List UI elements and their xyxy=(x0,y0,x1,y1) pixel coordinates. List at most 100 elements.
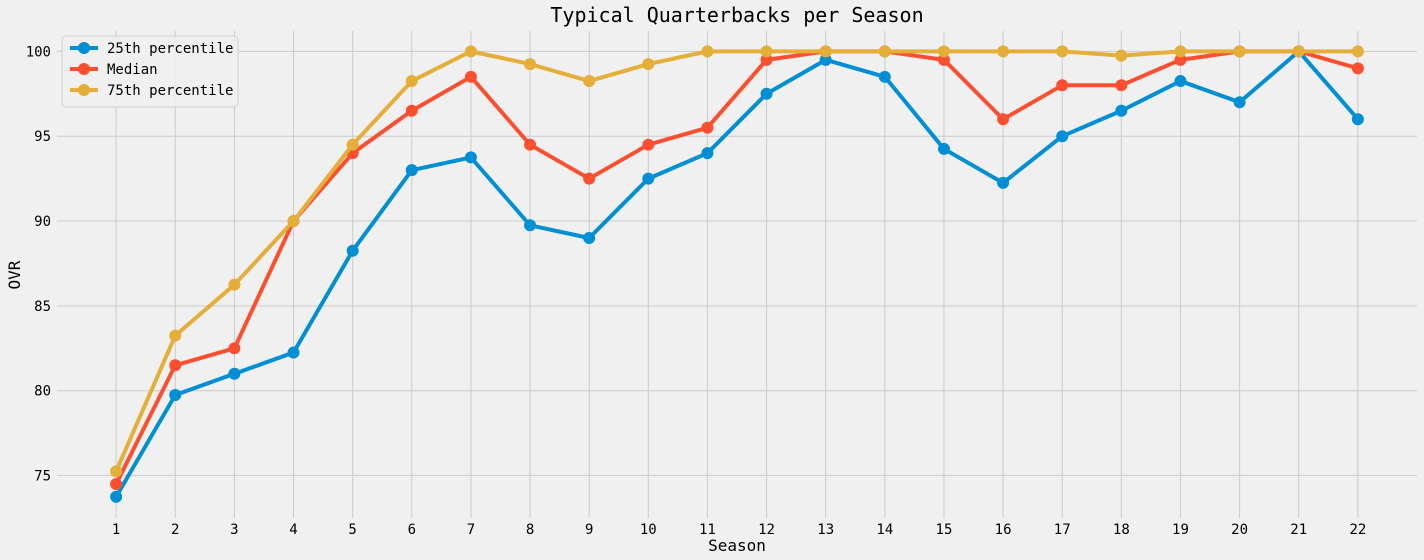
data-point-75th-percentile xyxy=(346,138,359,151)
data-point-75th-percentile xyxy=(937,45,950,58)
legend-marker xyxy=(78,84,90,96)
series-25th-percentile xyxy=(110,45,1364,503)
x-tick-label: 17 xyxy=(1054,522,1071,538)
data-point-25th-percentile xyxy=(997,176,1010,189)
series-75th-percentile xyxy=(110,45,1364,478)
data-point-25th-percentile xyxy=(287,346,300,359)
series-line-75th-percentile xyxy=(114,49,1360,474)
data-point-25th-percentile xyxy=(1115,104,1128,117)
data-point-75th-percentile xyxy=(464,45,477,58)
x-tick-label: 12 xyxy=(758,522,775,538)
data-point-median xyxy=(642,138,655,151)
data-point-25th-percentile xyxy=(110,490,123,503)
plot-background xyxy=(57,31,1417,518)
data-point-25th-percentile xyxy=(937,142,950,155)
data-point-median xyxy=(760,53,773,66)
data-point-75th-percentile xyxy=(760,45,773,58)
series-line-25th-percentile xyxy=(114,49,1360,499)
data-point-25th-percentile xyxy=(819,53,832,66)
data-point-25th-percentile xyxy=(1351,113,1364,126)
data-point-75th-percentile xyxy=(110,465,123,478)
data-point-median xyxy=(1351,62,1364,75)
x-tick-label: 19 xyxy=(1172,522,1189,538)
data-point-median xyxy=(169,359,182,372)
x-tick-label: 14 xyxy=(876,522,893,538)
data-point-25th-percentile xyxy=(583,232,596,245)
data-point-median xyxy=(997,113,1010,126)
data-point-75th-percentile xyxy=(701,45,714,58)
x-tick-label: 22 xyxy=(1349,522,1366,538)
legend-box xyxy=(61,35,239,108)
data-point-25th-percentile xyxy=(760,87,773,100)
data-point-median xyxy=(405,104,418,117)
data-point-25th-percentile xyxy=(169,388,182,401)
data-point-median xyxy=(937,53,950,66)
data-point-25th-percentile xyxy=(464,151,477,164)
data-point-25th-percentile xyxy=(228,367,241,380)
data-point-75th-percentile xyxy=(878,45,891,58)
x-tick-label: 4 xyxy=(289,522,297,538)
x-tick-label: 18 xyxy=(1113,522,1130,538)
legend-marker xyxy=(78,42,90,54)
data-point-75th-percentile xyxy=(642,58,655,71)
data-point-25th-percentile xyxy=(346,244,359,257)
legend-label: Median xyxy=(107,62,158,78)
data-point-75th-percentile xyxy=(228,278,241,291)
data-point-median xyxy=(464,70,477,83)
data-point-25th-percentile xyxy=(701,147,714,160)
data-point-25th-percentile xyxy=(405,164,418,177)
data-point-median xyxy=(110,478,123,491)
x-tick-label: 20 xyxy=(1231,522,1248,538)
data-point-75th-percentile xyxy=(524,58,537,71)
data-point-75th-percentile xyxy=(1056,45,1069,58)
x-tick-label: 10 xyxy=(640,522,657,538)
x-tick-label: 11 xyxy=(699,522,716,538)
y-tick-label: 85 xyxy=(34,299,51,315)
data-point-median xyxy=(1056,79,1069,92)
data-point-75th-percentile xyxy=(997,45,1010,58)
chart-title: Typical Quarterbacks per Season xyxy=(550,3,923,27)
data-point-75th-percentile xyxy=(169,329,182,342)
y-tick-label: 95 xyxy=(34,129,51,145)
x-tick-label: 6 xyxy=(408,522,416,538)
y-tick-label: 75 xyxy=(34,469,51,485)
tick-labels: 1 2 3 4 5 6 7 8 9 10 11 12 13 14 15 16 17 18 19 20 21 2275808… xyxy=(26,44,1367,538)
data-point-75th-percentile xyxy=(1292,45,1305,58)
data-point-75th-percentile xyxy=(1233,45,1246,58)
y-tick-label: 100 xyxy=(26,44,51,60)
data-point-median xyxy=(583,172,596,185)
data-point-median xyxy=(524,138,537,151)
data-point-75th-percentile xyxy=(583,75,596,88)
x-tick-label: 1 xyxy=(112,522,120,538)
x-tick-label: 9 xyxy=(585,522,593,538)
x-tick-label: 3 xyxy=(230,522,238,538)
x-tick-label: 16 xyxy=(995,522,1012,538)
x-tick-label: 2 xyxy=(171,522,179,538)
data-point-25th-percentile xyxy=(1233,96,1246,109)
data-point-25th-percentile xyxy=(1056,130,1069,143)
x-tick-label: 15 xyxy=(936,522,953,538)
data-point-75th-percentile xyxy=(1115,49,1128,62)
x-tick-label: 8 xyxy=(526,522,534,538)
data-point-75th-percentile xyxy=(1174,45,1187,58)
x-tick-label: 21 xyxy=(1290,522,1307,538)
x-tick-label: 7 xyxy=(467,522,475,538)
legend: 25th percentile Median 75th percentile xyxy=(61,35,239,108)
data-point-25th-percentile xyxy=(878,70,891,83)
legend-marker xyxy=(78,63,90,75)
x-tick-label: 13 xyxy=(817,522,834,538)
data-point-75th-percentile xyxy=(1351,45,1364,58)
y-tick-label: 80 xyxy=(34,384,51,400)
data-point-median xyxy=(701,121,714,134)
x-axis-label: Season xyxy=(708,536,766,555)
series-line-median xyxy=(114,49,1360,487)
series-group xyxy=(110,45,1364,503)
y-tick-label: 90 xyxy=(34,214,51,230)
data-point-75th-percentile xyxy=(287,215,300,228)
data-point-75th-percentile xyxy=(405,75,418,88)
legend-label: 25th percentile xyxy=(107,41,233,57)
x-tick-label: 5 xyxy=(348,522,356,538)
data-point-25th-percentile xyxy=(642,172,655,185)
